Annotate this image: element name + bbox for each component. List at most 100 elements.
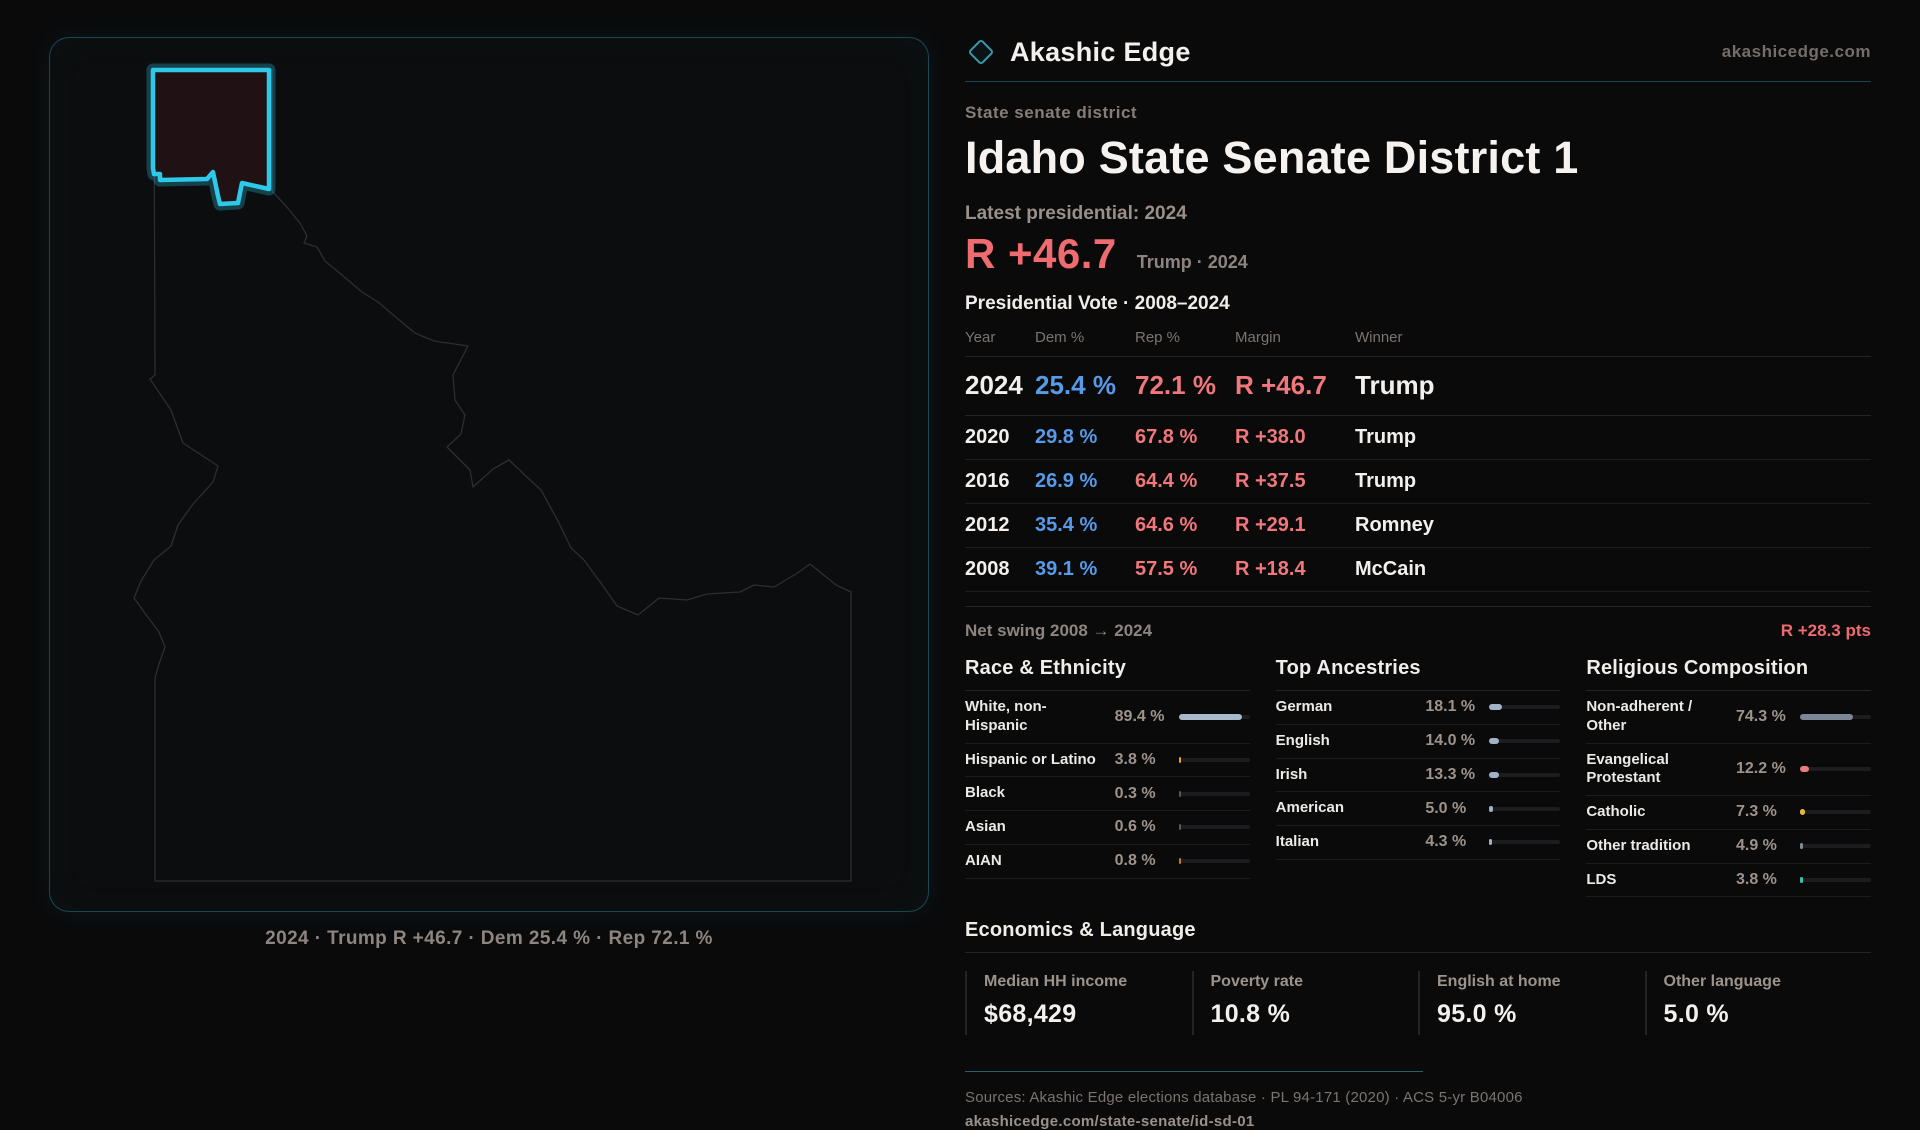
col-header-dem: Dem % [1035,321,1135,357]
demographic-row: English 14.0 % [1275,725,1561,759]
brand-domain-link[interactable]: akashicedge.com [1721,42,1871,61]
demographic-bar-track [1178,824,1250,831]
sources-text: Sources: Akashic Edge elections database… [965,1089,1523,1107]
demographic-value: 7.3 % [1735,803,1777,821]
demographic-bar-fill [1178,858,1182,865]
demographic-bar-fill [1489,738,1500,745]
economics-stat-value: 95.0 % [1437,1000,1517,1029]
demographic-bar-track [1489,839,1561,846]
table-cell-year: 2012 [965,503,1035,548]
demographic-label: Non-adherent / Other [1586,698,1693,734]
demographic-value: 74.3 % [1735,707,1786,725]
demographic-label: American [1275,799,1345,817]
demographic-row: Italian 4.3 % [1275,826,1561,860]
demographic-bar-fill [1489,805,1493,812]
demographic-value: 0.3 % [1114,784,1156,802]
table-row: 2012 35.4 % 64.6 % R +29.1 Romney [965,503,1871,548]
demographic-bar-fill [1799,766,1809,773]
table-cell-rep: 57.5 % [1135,547,1235,592]
map-panel [49,37,929,912]
latest-margin-row: R +46.7 Trump · 2024 [965,230,1871,278]
demographic-bar-track [1489,771,1561,778]
table-row: 2016 26.9 % 64.4 % R +37.5 Trump [965,459,1871,504]
header-divider [965,81,1871,82]
demographic-bar-fill [1489,771,1499,778]
table-cell-winner: Trump [1355,356,1871,416]
economics-stat-label: English at home [1437,973,1561,991]
table-cell-year: 2008 [965,547,1035,592]
footer-divider [965,1071,1423,1073]
demographic-bar-fill [1178,790,1182,797]
table-row: 2024 25.4 % 72.1 % R +46.7 Trump [965,356,1871,416]
demographic-label: AIAN [965,851,1002,869]
table-cell-rep: 67.8 % [1135,415,1235,460]
demographic-row: Evangelical Protestant 12.2 % [1586,744,1871,796]
table-cell-rep: 72.1 % [1135,356,1235,416]
latest-margin-value: R +46.7 [965,230,1117,277]
diamond-logo-icon [969,40,993,64]
demographic-bar-fill [1178,756,1182,763]
table-cell-margin: R +29.1 [1235,503,1355,548]
table-cell-winner: Trump [1355,415,1871,460]
latest-margin-context: Trump · 2024 [1136,252,1248,272]
demographic-label: White, non-Hispanic [965,698,1047,734]
demographic-bar-track [1178,756,1250,763]
demographic-bar-track [1799,766,1871,773]
presidential-table-title: Presidential Vote · 2008–2024 [965,293,1230,314]
demographic-bar-fill [1799,876,1803,883]
demographics-column: Religious Composition Non-adherent / Othe… [1586,657,1871,898]
idaho-map [133,63,852,882]
table-cell-margin: R +46.7 [1235,356,1355,416]
demographic-bar-track [1799,809,1871,816]
demographic-label: Catholic [1586,803,1646,820]
economics-title: Economics & Language [965,919,1871,954]
col-header-rep: Rep % [1135,321,1235,357]
demographic-bar-track [1799,843,1871,850]
footer: Sources: Akashic Edge elections database… [965,1071,1871,1130]
demographic-bar-track [1178,790,1250,797]
table-row: 2020 29.8 % 67.8 % R +38.0 Trump [965,415,1871,460]
demographic-value: 0.6 % [1114,818,1156,836]
presidential-vote-table: Year Dem % Rep % Margin Winner 2024 25.4 … [965,321,1871,592]
demographic-label: German [1275,698,1333,715]
demographic-label: Irish [1275,765,1308,783]
demographic-row: German 18.1 % [1275,691,1561,725]
map-section: 2024 · Trump R +46.7 · Dem 25.4 % · Rep … [49,37,929,950]
map-caption: 2024 · Trump R +46.7 · Dem 25.4 % · Rep … [265,928,713,949]
table-cell-dem: 26.9 % [1035,459,1135,504]
table-row: 2008 39.1 % 57.5 % R +18.4 McCain [965,547,1871,592]
table-cell-margin: R +18.4 [1235,547,1355,592]
demographic-value: 18.1 % [1425,698,1476,716]
table-cell-rep: 64.6 % [1135,503,1235,548]
table-cell-year: 2016 [965,459,1035,504]
demographic-bar-fill [1178,713,1243,720]
economics-stat: Median HH income $68,429 [965,971,1192,1036]
demographic-bar-track [1799,876,1871,883]
permalink-link[interactable]: akashicedge.com/state-senate/id-sd-01 [965,1113,1255,1130]
demographic-bar-track [1178,858,1250,865]
demographic-bar-track [1799,713,1871,720]
demographic-value: 13.3 % [1425,765,1476,783]
demographic-row: American 5.0 % [1275,792,1561,826]
demographic-row: Hispanic or Latino 3.8 % [965,744,1250,778]
demographic-value: 4.9 % [1735,837,1777,855]
demographic-value: 0.8 % [1114,852,1156,870]
economics-stat-value: 5.0 % [1663,1000,1729,1029]
demographics-column: Top Ancestries German 18.1 % English 14.0 % I… [1275,657,1561,897]
demographic-label: English [1275,731,1330,749]
demographic-bar-fill [1799,713,1853,720]
demographic-row: LDS 3.8 % [1586,864,1871,898]
demographics-column: Race & Ethnicity White, non-Hispanic 89.4 … [965,657,1250,897]
brand-name: Akashic Edge [1010,36,1191,67]
demographics-grid: Race & Ethnicity White, non-Hispanic 89.4 … [965,657,1871,898]
demographic-row: Irish 13.3 % [1275,759,1561,793]
demographic-label: Asian [965,818,1006,835]
table-cell-rep: 64.4 % [1135,459,1235,504]
economics-stat: English at home 95.0 % [1418,971,1645,1036]
economics-stat-value: 10.8 % [1210,1000,1291,1029]
table-cell-winner: Trump [1355,459,1871,504]
demographic-row: AIAN 0.8 % [965,845,1250,879]
demographic-value: 89.4 % [1114,707,1165,725]
demographics-column-title: Race & Ethnicity [965,657,1250,691]
demographic-row: Asian 0.6 % [965,811,1250,845]
